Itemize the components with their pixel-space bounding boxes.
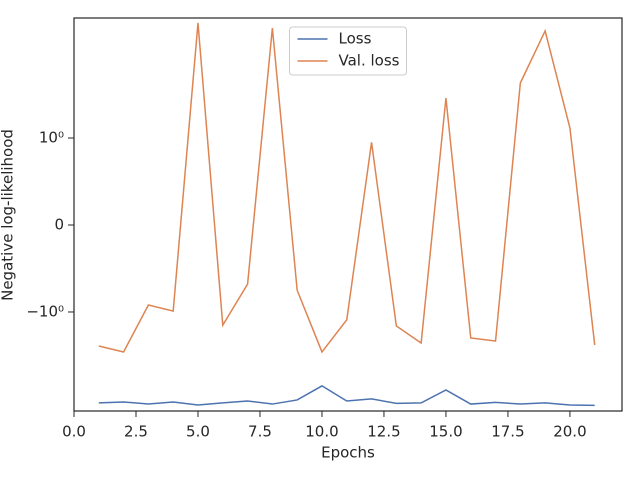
x-tick-label: 0.0 <box>62 423 86 441</box>
x-tick-label: 2.5 <box>124 423 148 441</box>
y-tick-label: 0 <box>54 215 64 233</box>
x-axis-label: Epochs <box>321 444 375 462</box>
legend-label: Loss <box>339 30 372 48</box>
legend: Loss Val. loss <box>289 26 407 76</box>
x-tick-label: 15.0 <box>429 423 462 441</box>
plot-frame <box>73 17 623 412</box>
legend-label: Val. loss <box>339 52 400 70</box>
x-tick-label: 7.5 <box>248 423 272 441</box>
y-tick-label: 10⁰ <box>39 128 64 146</box>
x-tick-label: 12.5 <box>367 423 400 441</box>
x-tick-label: 20.0 <box>553 423 586 441</box>
x-tick-label: 5.0 <box>186 423 210 441</box>
x-tick-label: 10.0 <box>305 423 338 441</box>
x-tick-label: 17.5 <box>491 423 524 441</box>
y-tick-label: −10⁰ <box>26 302 64 320</box>
series-line <box>98 22 596 354</box>
y-axis-label: Negative log-likelihood <box>0 129 17 301</box>
series-line <box>98 385 595 407</box>
